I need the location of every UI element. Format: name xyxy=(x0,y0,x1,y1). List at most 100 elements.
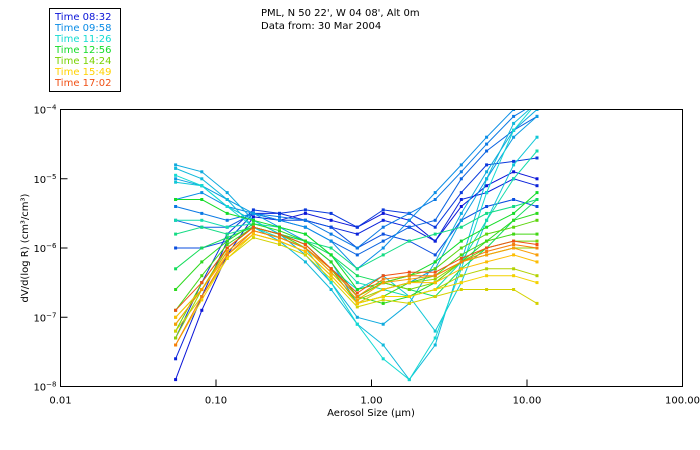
data-point xyxy=(459,218,463,222)
data-point xyxy=(381,225,385,229)
data-point xyxy=(407,218,411,222)
data-point xyxy=(535,301,539,305)
data-point xyxy=(535,274,539,278)
data-point xyxy=(225,243,229,246)
data-point xyxy=(174,322,178,326)
data-point xyxy=(329,218,333,222)
data-point xyxy=(433,288,437,291)
data-point xyxy=(485,225,489,229)
data-point xyxy=(278,218,281,222)
data-point xyxy=(200,281,204,285)
data-point xyxy=(459,281,463,285)
data-point xyxy=(174,343,178,347)
data-point xyxy=(512,288,516,291)
data-point xyxy=(459,198,463,201)
data-point xyxy=(174,205,178,208)
data-point xyxy=(225,250,229,253)
data-point xyxy=(535,156,539,160)
data-point xyxy=(535,246,539,250)
data-point xyxy=(433,295,437,298)
data-point xyxy=(225,191,229,195)
data-point xyxy=(512,239,516,243)
x-tick-label: 100.00 xyxy=(665,396,700,407)
data-point xyxy=(485,184,489,188)
chart-title: PML, N 50 22', W 04 08', Alt 0m xyxy=(261,8,420,19)
data-point xyxy=(512,135,516,139)
data-point xyxy=(200,184,204,188)
data-point xyxy=(381,218,385,222)
data-point xyxy=(200,170,204,174)
data-point xyxy=(303,218,307,222)
data-point xyxy=(278,211,281,215)
data-point xyxy=(200,191,204,195)
legend-entry-1549: Time 15:49 xyxy=(55,67,112,78)
data-point xyxy=(459,288,463,291)
data-point xyxy=(200,211,204,215)
data-point xyxy=(174,173,178,177)
data-point xyxy=(485,246,489,250)
data-point xyxy=(459,260,463,264)
data-point xyxy=(535,191,539,195)
legend-entry-1126: Time 11:26 xyxy=(55,34,112,45)
y-tick-label: 10−8 xyxy=(33,381,56,394)
data-point xyxy=(485,232,489,236)
data-point xyxy=(381,295,385,298)
data-point xyxy=(485,218,489,222)
data-point xyxy=(303,260,307,264)
data-point xyxy=(329,288,333,291)
data-point xyxy=(355,301,359,305)
series-1702 xyxy=(174,225,539,312)
data-point xyxy=(485,260,489,264)
y-tick-label: 10−7 xyxy=(33,311,56,324)
data-point xyxy=(459,225,463,229)
data-point xyxy=(512,267,516,271)
data-point xyxy=(225,246,229,250)
data-point xyxy=(512,211,516,215)
data-point xyxy=(174,163,178,167)
data-point xyxy=(251,211,255,215)
data-point xyxy=(329,274,333,278)
data-point xyxy=(512,253,516,257)
data-point xyxy=(355,295,359,298)
data-point xyxy=(200,218,204,222)
series-line xyxy=(175,109,530,381)
data-point xyxy=(381,357,385,361)
data-point xyxy=(536,101,539,104)
data-point xyxy=(200,288,204,291)
data-point xyxy=(535,205,539,208)
data-point xyxy=(174,308,178,312)
data-point xyxy=(200,308,204,312)
data-point xyxy=(512,177,516,181)
data-point xyxy=(329,267,333,271)
chart-subtitle: Data from: 30 Mar 2004 xyxy=(261,21,382,32)
x-axis-title: Aerosol Size (μm) xyxy=(327,408,415,419)
data-point xyxy=(174,329,178,333)
data-point xyxy=(329,225,333,229)
data-point xyxy=(303,246,307,250)
data-point xyxy=(225,218,229,222)
data-point xyxy=(355,315,359,319)
data-point xyxy=(381,322,385,326)
data-point xyxy=(381,301,385,305)
data-point xyxy=(433,274,437,278)
series-layer xyxy=(174,101,539,382)
series-1645 xyxy=(174,229,539,347)
data-point xyxy=(278,225,281,229)
data-point xyxy=(303,211,307,215)
data-point xyxy=(485,177,489,181)
data-point xyxy=(329,270,333,274)
data-point xyxy=(485,205,489,208)
data-point xyxy=(174,180,178,184)
data-point xyxy=(485,253,489,257)
data-point xyxy=(485,170,489,174)
data-point xyxy=(329,281,333,285)
data-point xyxy=(459,253,463,257)
data-point xyxy=(329,246,333,250)
series-line xyxy=(175,109,532,381)
data-point xyxy=(485,135,489,139)
data-point xyxy=(485,267,489,271)
data-point xyxy=(407,295,411,298)
data-point xyxy=(433,198,437,201)
data-point xyxy=(535,114,539,118)
